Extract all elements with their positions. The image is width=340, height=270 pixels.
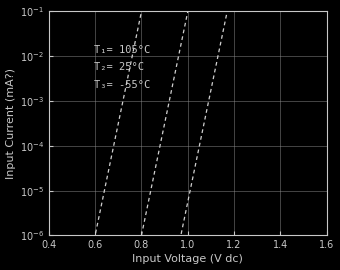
Text: T₁= 105°C: T₁= 105°C bbox=[94, 45, 150, 55]
Text: T₃= -55°C: T₃= -55°C bbox=[94, 80, 150, 90]
X-axis label: Input Voltage (V dc): Input Voltage (V dc) bbox=[132, 254, 243, 264]
Y-axis label: Input Current (mA?): Input Current (mA?) bbox=[5, 68, 16, 179]
Text: T₂= 25°C: T₂= 25°C bbox=[94, 62, 144, 72]
